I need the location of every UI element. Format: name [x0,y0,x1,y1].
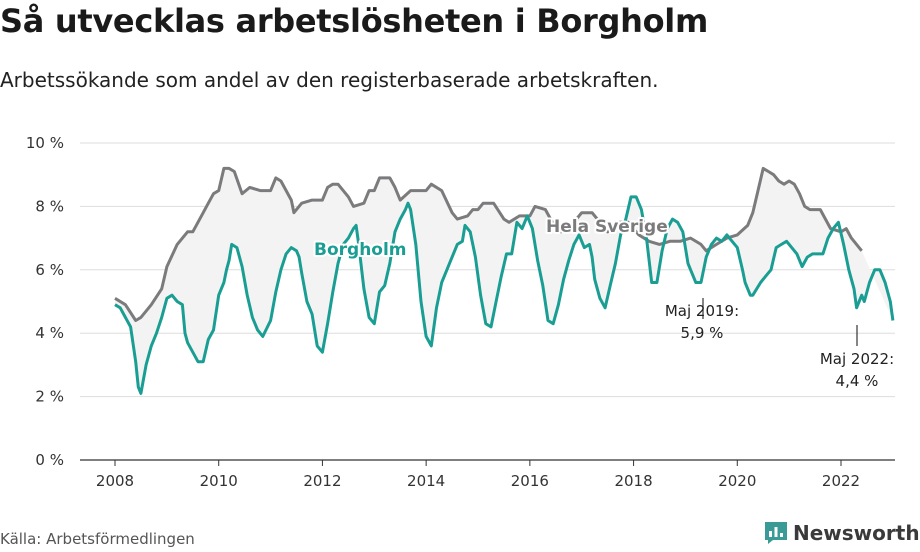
x-tick-label: 2008 [96,472,134,490]
series-line-layer [114,166,895,395]
annotation-label: 5,9 % [681,324,724,342]
series-label-borgholm: Borgholm [314,240,407,260]
y-tick-label: 2 % [35,388,64,406]
x-tick-label: 2018 [614,472,652,490]
series-line-hela-sverige [114,166,863,322]
x-tick-label: 2014 [407,472,445,490]
annotation-layer: Maj 2019: 5,9 % Maj 2022: 4,4 % [665,298,894,390]
series-line-borgholm [114,195,895,395]
series-label-layer: Hela Sverige Borgholm [312,215,670,262]
chart-subtitle: Arbetssökande som andel av den registerb… [0,68,659,92]
x-tick-label: 2016 [511,472,549,490]
annotation-label: 4,4 % [836,372,879,390]
series-label-hela-sverige: Hela Sverige [546,217,668,237]
x-tick-label: 2012 [303,472,341,490]
gap-fill-area [115,168,893,394]
chart-title: Så utvecklas arbetslösheten i Borgholm [0,2,709,40]
gap-fill-layer [115,168,893,394]
axis-layer: 0 % 2 % 4 % 6 % 8 % 10 % 2008 2010 2012 2014 2016 2… [26,134,895,490]
y-tick-label: 0 % [35,451,64,469]
y-tick-label: 6 % [35,261,64,279]
annotation-label: Maj 2022: [820,350,894,368]
logo-text: Newsworthy [793,521,920,545]
x-tick-label: 2022 [822,472,860,490]
bar-chart-speech-icon [765,522,787,544]
annotation-label: Maj 2019: [665,302,739,320]
x-tick-label: 2020 [718,472,756,490]
y-tick-label: 4 % [35,324,64,342]
y-tick-label: 10 % [26,134,64,152]
x-tick-label: 2010 [200,472,238,490]
source-note: Källa: Arbetsförmedlingen [0,530,195,548]
newsworthy-logo[interactable]: Newsworthy [764,521,920,545]
y-tick-label: 8 % [35,197,64,215]
